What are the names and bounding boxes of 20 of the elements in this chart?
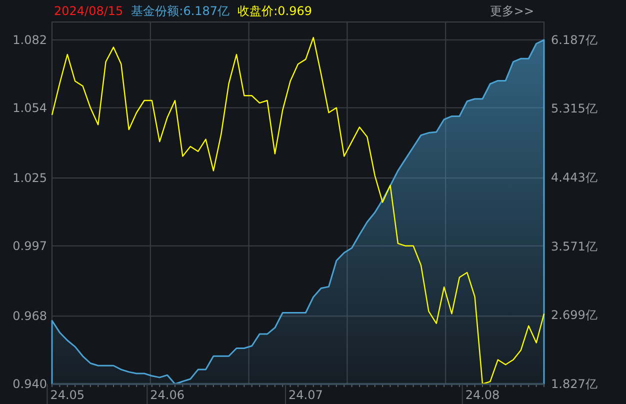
y2-tick-label: 5.315亿 [551,102,598,116]
text: 基金份额:6.187亿 [131,4,230,18]
y-tick-label: 1.054 [12,100,47,115]
x-tick-label: 24.07 [288,388,323,402]
y2-tick-label: 6.187亿 [551,32,598,47]
x-tick-label: 24.08 [465,388,500,402]
y2-tick-label: 4.443亿 [551,170,598,185]
y-tick-label: 1.082 [12,32,47,47]
text: 更多>> [490,4,534,18]
chart-title: 2024/08/15 [54,4,124,18]
y-tick-label: 1.025 [12,171,47,186]
y2-tick-label: 3.571亿 [551,239,598,254]
y-tick-label: 0.940 [12,377,47,391]
y2-tick-label: 1.827亿 [551,377,598,391]
x-tick-label: 24.05 [50,388,85,402]
y-tick-label: 0.968 [12,309,47,324]
x-tick-label: 24.06 [150,388,184,402]
y-tick-label: 0.997 [12,238,47,253]
text: 收盘价:0.969 [238,4,312,18]
y2-tick-label: 2.699亿 [551,308,598,322]
